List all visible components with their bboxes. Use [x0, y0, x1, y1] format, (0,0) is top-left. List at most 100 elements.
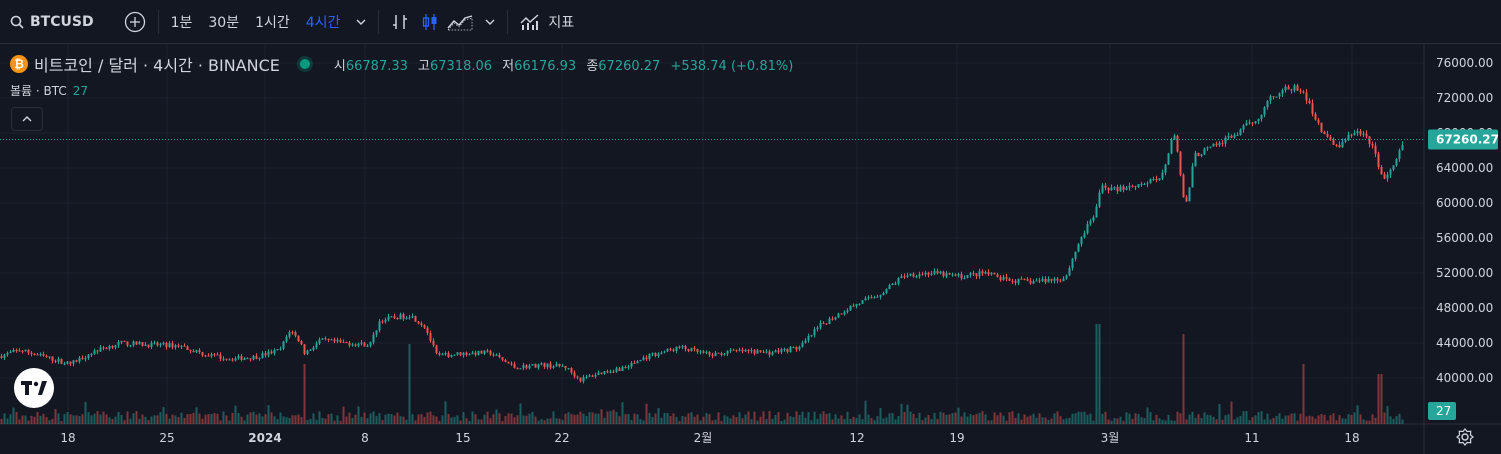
indicators-button[interactable]: 지표: [512, 0, 582, 44]
area-chart-button[interactable]: [443, 0, 477, 44]
volume-bar: [915, 418, 918, 424]
candle-body: [873, 297, 876, 299]
volume-bar: [1137, 414, 1140, 424]
volume-bar: [27, 420, 30, 424]
volume-bar: [120, 414, 123, 424]
candle-chart-button[interactable]: [417, 0, 443, 44]
candle-body: [1386, 174, 1389, 179]
volume-bar: [864, 400, 867, 424]
volume-bar: [1380, 374, 1383, 424]
add-symbol-button[interactable]: [102, 0, 154, 44]
volume-bar: [1110, 420, 1113, 424]
volume-bar: [1032, 413, 1035, 424]
settings-button[interactable]: [1456, 428, 1474, 446]
candle-body: [201, 352, 204, 356]
volume-bar: [231, 412, 234, 424]
interval-dropdown[interactable]: [348, 0, 374, 44]
candle-body: [954, 274, 957, 276]
candle-body: [330, 339, 333, 341]
volume-label: 볼륨 · BTC: [10, 84, 67, 98]
volume-bar: [453, 416, 456, 424]
candle-body: [711, 354, 714, 357]
volume-bar: [489, 418, 492, 424]
candle-body: [765, 351, 768, 353]
candle-body: [1167, 153, 1170, 165]
candle-body: [663, 351, 666, 353]
candle-body: [591, 375, 594, 377]
candle-body: [186, 346, 189, 350]
chart-type-dropdown[interactable]: [477, 0, 503, 44]
candle-body: [1050, 278, 1053, 281]
market-status-icon[interactable]: [299, 59, 310, 69]
candle-body: [726, 350, 729, 354]
candle-body: [774, 350, 777, 353]
candle-body: [294, 332, 297, 336]
interval-30m[interactable]: 30분: [208, 14, 240, 31]
volume-bar: [243, 420, 246, 424]
candle-body: [1287, 86, 1290, 90]
candle-body: [414, 315, 417, 322]
volume-bar: [675, 416, 678, 424]
volume-bar: [597, 413, 600, 424]
volume-bar: [525, 415, 528, 424]
volume-bar: [1224, 415, 1227, 424]
candle-body: [1329, 136, 1332, 140]
volume-bar: [36, 411, 39, 424]
volume-bar: [792, 416, 795, 424]
high-label: 고: [418, 58, 430, 74]
volume-bar: [1374, 417, 1377, 424]
volume-bar: [951, 413, 954, 424]
volume-bar: [384, 414, 387, 424]
collapse-legend-button[interactable]: [11, 107, 43, 131]
candle-body: [1134, 186, 1137, 188]
volume-bar: [855, 417, 858, 424]
volume-bar: [1131, 418, 1134, 424]
search-icon: [10, 15, 24, 29]
interval-1h[interactable]: 1시간: [255, 14, 290, 31]
volume-bar: [294, 415, 297, 424]
candle-body: [567, 368, 570, 370]
candle-body: [1098, 192, 1101, 207]
volume-bar: [810, 420, 813, 424]
candle-body: [696, 349, 699, 352]
volume-bar: [1305, 416, 1308, 424]
candle-body: [207, 355, 210, 357]
candle-body: [372, 334, 375, 343]
interval-1m[interactable]: 1분: [170, 14, 193, 31]
candle-body: [285, 336, 288, 342]
candle-body: [819, 322, 822, 328]
candle-body: [39, 354, 42, 356]
candle-body: [906, 275, 909, 277]
candle-body: [1227, 135, 1230, 138]
volume-bar: [801, 411, 804, 424]
candle-body: [999, 277, 1002, 280]
candle-body: [498, 354, 501, 358]
volume-bar: [1359, 414, 1362, 424]
volume-bar: [753, 411, 756, 424]
area-chart-icon: [447, 14, 473, 30]
volume-bar: [129, 418, 132, 424]
volume-bar: [3, 413, 6, 424]
bar-chart-button[interactable]: [383, 0, 417, 44]
volume-bar: [1044, 417, 1047, 424]
interval-4h[interactable]: 4시간: [305, 14, 341, 31]
candle-body: [918, 274, 921, 277]
volume-bar: [783, 419, 786, 424]
volume-bar: [528, 413, 531, 424]
tradingview-logo[interactable]: [14, 368, 54, 408]
candle-body: [894, 283, 897, 285]
volume-bar: [342, 406, 345, 424]
volume-legend: 볼륨 · BTC 27: [10, 82, 88, 99]
candle-body: [54, 360, 57, 362]
volume-bar: [285, 417, 288, 424]
candle-body: [1155, 179, 1158, 181]
price-chart[interactable]: 40000.00 44000.00 48000.00 52000.00 56000.00…: [0, 44, 1501, 454]
candle-body: [990, 272, 993, 275]
candle-body: [69, 361, 72, 364]
candle-body: [471, 352, 474, 355]
candle-body: [1218, 142, 1221, 146]
candle-body: [1125, 187, 1128, 190]
volume-bar: [1401, 419, 1404, 424]
candle-body: [1350, 134, 1353, 136]
symbol-search[interactable]: BTCUSD: [0, 0, 102, 44]
